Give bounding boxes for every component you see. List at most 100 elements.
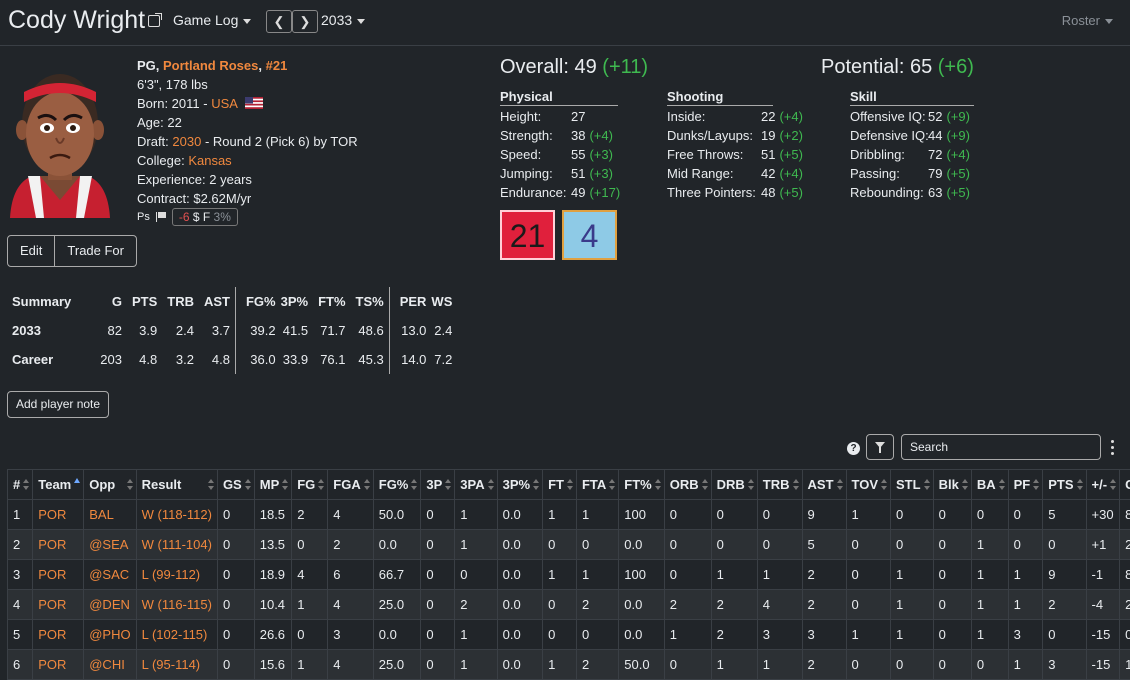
column-header[interactable]: FG% xyxy=(373,470,421,500)
column-header[interactable]: FTA xyxy=(576,470,618,500)
sort-icon xyxy=(924,479,930,491)
column-header[interactable]: FT xyxy=(543,470,577,500)
team-link[interactable]: Portland Roses xyxy=(163,58,258,73)
table-cell: 0.1 xyxy=(1120,620,1130,650)
column-header[interactable]: Result xyxy=(136,470,217,500)
sort-icon xyxy=(364,479,370,491)
column-header[interactable]: DRB xyxy=(711,470,757,500)
table-cell[interactable]: @SEA xyxy=(84,530,136,560)
mood-box[interactable]: -6 $ F 3% xyxy=(172,208,238,226)
table-cell: 2 xyxy=(8,530,33,560)
table-cell: 2 xyxy=(664,590,711,620)
table-cell: 1 xyxy=(455,500,497,530)
column-header[interactable]: FGA xyxy=(328,470,373,500)
column-header[interactable]: FT% xyxy=(619,470,664,500)
table-cell[interactable]: POR xyxy=(33,590,84,620)
rating-row: Endurance:49(+17) xyxy=(500,185,630,204)
table-cell: 0 xyxy=(933,530,971,560)
summary-cell: 7.2 xyxy=(426,345,457,374)
rating-value: 44 xyxy=(928,128,942,147)
search-input[interactable] xyxy=(901,434,1101,460)
column-header[interactable]: Team xyxy=(33,470,84,500)
column-header[interactable]: 3P% xyxy=(497,470,542,500)
table-cell[interactable]: W (116-115) xyxy=(136,590,217,620)
column-header[interactable]: Opp xyxy=(84,470,136,500)
table-cell[interactable]: POR xyxy=(33,620,84,650)
external-link-icon[interactable] xyxy=(148,15,160,27)
table-cell[interactable]: POR xyxy=(33,500,84,530)
next-season-button[interactable]: ❯ xyxy=(292,10,318,33)
column-header[interactable]: AST xyxy=(802,470,846,500)
summary-header-cell: PER xyxy=(389,287,426,316)
table-cell[interactable]: @SAC xyxy=(84,560,136,590)
table-cell: 0 xyxy=(217,590,254,620)
column-header[interactable]: PTS xyxy=(1043,470,1086,500)
table-cell[interactable]: W (111-104) xyxy=(136,530,217,560)
table-cell: 0 xyxy=(1008,530,1043,560)
column-header[interactable]: # xyxy=(8,470,33,500)
table-cell[interactable]: W (118-112) xyxy=(136,500,217,530)
rating-row: Dribbling:72(+4) xyxy=(850,147,1000,166)
table-cell[interactable]: @PHO xyxy=(84,620,136,650)
column-header[interactable]: PF xyxy=(1008,470,1043,500)
prev-season-button[interactable]: ❮ xyxy=(266,10,292,33)
table-cell[interactable]: @DEN xyxy=(84,590,136,620)
roster-dropdown[interactable]: Roster xyxy=(1062,13,1113,28)
table-cell: 1 xyxy=(891,560,934,590)
column-header[interactable]: BA xyxy=(971,470,1008,500)
edit-button[interactable]: Edit xyxy=(7,235,55,267)
column-label: TRB xyxy=(763,477,790,492)
mood-value: -6 xyxy=(179,210,190,224)
column-label: MP xyxy=(260,477,280,492)
rating-change: (+3) xyxy=(589,166,612,185)
more-options-icon[interactable] xyxy=(1111,440,1115,456)
column-header[interactable]: ORB xyxy=(664,470,711,500)
country-link[interactable]: USA xyxy=(211,96,237,111)
column-header[interactable]: 3PA xyxy=(455,470,497,500)
page-menu-dropdown[interactable]: Game Log xyxy=(173,12,251,28)
rating-row: Free Throws:51(+5) xyxy=(667,147,817,166)
trade-for-button[interactable]: Trade For xyxy=(55,235,137,267)
draft-year-link[interactable]: 2030 xyxy=(172,134,201,149)
rating-row: Passing:79(+5) xyxy=(850,166,1000,185)
table-cell[interactable]: POR xyxy=(33,530,84,560)
table-cell[interactable]: POR xyxy=(33,560,84,590)
rating-change: (+5) xyxy=(946,166,969,185)
table-cell: 1 xyxy=(971,590,1008,620)
table-cell: 0 xyxy=(664,500,711,530)
season-dropdown[interactable]: 2033 xyxy=(321,12,365,28)
table-cell[interactable]: L (99-112) xyxy=(136,560,217,590)
sort-icon xyxy=(999,479,1005,491)
help-icon[interactable]: ? xyxy=(847,442,860,455)
column-header[interactable]: TRB xyxy=(757,470,802,500)
table-cell: 10.4 xyxy=(254,590,292,620)
table-cell: 3 xyxy=(757,620,802,650)
summary-cell: 48.6 xyxy=(351,316,390,345)
table-cell[interactable]: L (102-115) xyxy=(136,620,217,650)
column-header[interactable]: Blk xyxy=(933,470,971,500)
summary-cell: 33.9 xyxy=(276,345,313,374)
column-header[interactable]: STL xyxy=(891,470,934,500)
add-player-note-button[interactable]: Add player note xyxy=(7,391,109,418)
column-header[interactable]: GmSc xyxy=(1120,470,1130,500)
table-cell: 2 xyxy=(1043,590,1086,620)
column-header[interactable]: FG xyxy=(292,470,328,500)
table-cell: 5 xyxy=(8,620,33,650)
column-header[interactable]: +/- xyxy=(1086,470,1120,500)
summary-header-cell: AST xyxy=(199,287,236,316)
college-link[interactable]: Kansas xyxy=(188,153,231,168)
column-header[interactable]: MP xyxy=(254,470,292,500)
potential-change: (+6) xyxy=(938,56,974,78)
summary-cell: 2.4 xyxy=(162,316,199,345)
jersey-number-link[interactable]: #21 xyxy=(266,58,288,73)
rating-name: Inside: xyxy=(667,109,761,128)
column-header[interactable]: 3P xyxy=(421,470,455,500)
filter-button[interactable] xyxy=(866,434,894,460)
table-cell: 0 xyxy=(757,530,802,560)
column-header[interactable]: GS xyxy=(217,470,254,500)
column-header[interactable]: TOV xyxy=(846,470,891,500)
table-cell[interactable]: BAL xyxy=(84,500,136,530)
